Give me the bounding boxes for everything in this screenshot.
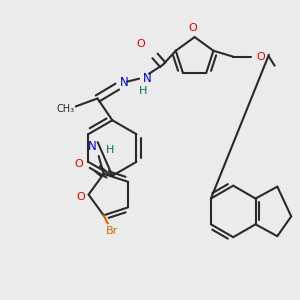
Text: Br: Br <box>105 226 118 236</box>
Text: CH₃: CH₃ <box>57 104 75 114</box>
Text: O: O <box>137 39 146 49</box>
Text: O: O <box>74 159 83 169</box>
Text: N: N <box>88 140 97 153</box>
Text: O: O <box>188 23 197 33</box>
Text: H: H <box>139 85 147 96</box>
Text: N: N <box>120 76 129 89</box>
Text: H: H <box>105 145 114 155</box>
Text: O: O <box>256 52 266 62</box>
Text: N: N <box>143 72 152 85</box>
Text: O: O <box>76 192 85 202</box>
